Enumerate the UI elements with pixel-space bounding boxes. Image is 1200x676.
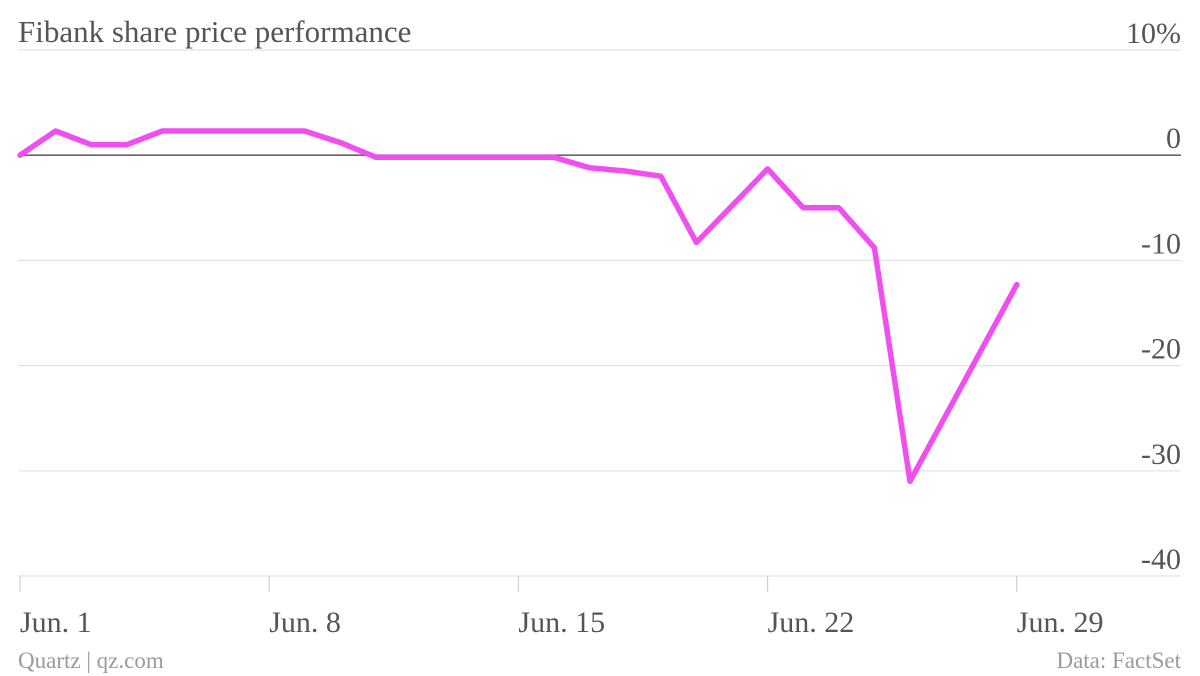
y-tick-label: -40	[1141, 543, 1181, 576]
series-line	[17, 128, 1020, 485]
y-tick-label: -30	[1141, 438, 1181, 471]
y-tick-label: -10	[1141, 227, 1181, 260]
x-tick-label: Jun. 15	[518, 606, 605, 639]
chart-title: Fibank share price performance	[18, 14, 411, 49]
gridlines	[18, 49, 1181, 577]
x-tick-label: Jun. 29	[1017, 606, 1104, 639]
y-tick-label: 0	[1166, 122, 1181, 155]
credit-text: Quartz | qz.com	[18, 648, 164, 673]
y-axis: 10% 0 -10 -20 -30 -40	[1126, 17, 1181, 576]
x-tick-label: Jun. 1	[20, 606, 92, 639]
y-tick-label: 10%	[1126, 17, 1181, 50]
x-tick-label: Jun. 8	[269, 606, 341, 639]
x-axis: Jun. 1 Jun. 8 Jun. 15 Jun. 22 Jun. 29	[19, 576, 1104, 639]
series-layer	[17, 128, 1020, 485]
x-tick-label: Jun. 22	[768, 606, 855, 639]
y-tick-label: -20	[1141, 333, 1181, 366]
source-text: Data: FactSet	[1056, 648, 1181, 673]
